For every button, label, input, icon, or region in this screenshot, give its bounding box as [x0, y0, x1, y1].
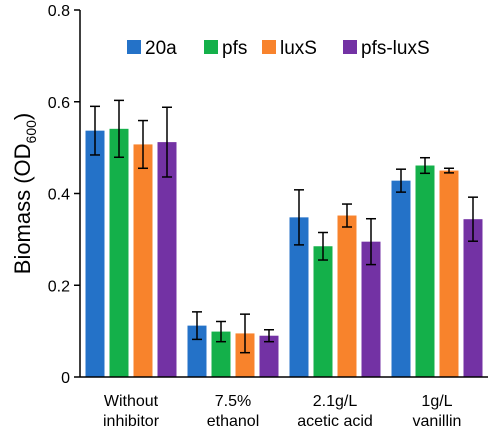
error-bars-layer: [90, 99, 478, 354]
x-category-label: 1g/L vanillin: [413, 393, 462, 430]
bar-pfs: [211, 331, 231, 377]
legend-label-20a: 20a: [145, 38, 177, 59]
bars-layer: [85, 128, 483, 377]
bar-luxS: [235, 333, 255, 377]
bar-pfs: [109, 128, 129, 377]
bar-pfs: [313, 246, 333, 377]
y-tick-label: 0.6: [48, 95, 70, 112]
x-category-label: Without inhibitor: [103, 393, 160, 430]
legend-swatch-pfs: [204, 40, 218, 54]
legend-label-pfs-luxS: pfs-luxS: [361, 38, 430, 59]
y-tick-label: 0.8: [48, 3, 70, 20]
x-categories-layer: Without inhibitor 7.5% ethanol 2.1g/L acetic …: [103, 393, 461, 430]
bar-luxS: [439, 170, 459, 377]
x-category-label: 2.1g/L acetic acid: [297, 393, 373, 430]
y-tick-label: 0: [61, 370, 70, 387]
bar-20a: [391, 180, 411, 377]
y-tick-label: 0.4: [48, 187, 70, 204]
legend-label-pfs: pfs: [222, 38, 247, 59]
bar-20a: [85, 130, 105, 377]
y-axis-label: Biomass (OD600): [10, 113, 39, 274]
bar-luxS: [337, 215, 357, 377]
bar-pfs-luxS: [361, 241, 381, 377]
bar-pfs-luxS: [259, 335, 279, 377]
y-tick-label: 0.2: [48, 278, 70, 295]
legend: 20a pfs luxS pfs-luxS: [127, 38, 430, 59]
legend-swatch-20a: [127, 40, 141, 54]
bar-20a: [187, 325, 207, 377]
bar-20a: [289, 217, 309, 377]
bar-pfs: [415, 165, 435, 377]
legend-label-luxS: luxS: [280, 38, 317, 59]
bar-pfs-luxS: [157, 142, 177, 377]
y-axis-title: Biomass (OD600): [10, 113, 39, 274]
legend-swatch-pfs-luxS: [343, 40, 357, 54]
bar-luxS: [133, 144, 153, 377]
bar-pfs-luxS: [463, 219, 483, 377]
y-ticks-layer: 0 0.2 0.4 0.6 0.8: [48, 3, 80, 387]
x-category-label: 7.5% ethanol: [207, 393, 260, 430]
legend-swatch-luxS: [262, 40, 276, 54]
